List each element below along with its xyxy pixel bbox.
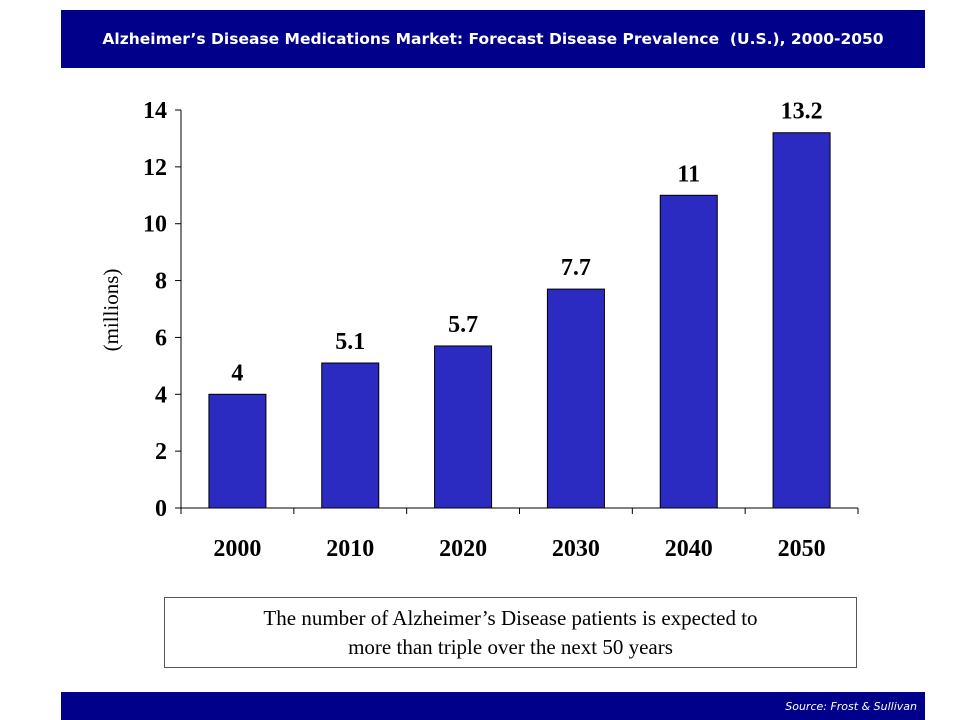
bar: [546, 288, 605, 509]
bar: [434, 345, 493, 509]
data-label: 5.1: [335, 329, 365, 355]
footer-banner: Source: Frost & Sullivan: [61, 692, 925, 720]
bar: [772, 132, 831, 509]
x-tick-label: 2020: [439, 536, 487, 562]
data-label: 11: [677, 161, 700, 187]
x-tick-label: 2030: [552, 536, 600, 562]
y-axis-label: (millions): [99, 269, 123, 352]
bar: [659, 194, 718, 509]
data-label: 5.7: [448, 312, 478, 338]
y-tick-label: 6: [155, 325, 167, 351]
chart-title: Alzheimer’s Disease Medications Market: …: [102, 30, 884, 48]
bar: [208, 393, 267, 509]
x-tick-label: 2040: [665, 536, 713, 562]
source-text: Source: Frost & Sullivan: [785, 699, 917, 713]
y-tick-label: 8: [155, 269, 167, 295]
title-banner: Alzheimer’s Disease Medications Market: …: [61, 10, 925, 68]
data-label: 13.2: [781, 99, 823, 125]
y-tick-label: 12: [143, 155, 167, 181]
note-line-1: The number of Alzheimer’s Disease patien…: [263, 605, 758, 630]
x-tick-label: 2000: [213, 536, 261, 562]
note-line-2: more than triple over the next 50 years: [348, 634, 673, 659]
data-label: 7.7: [561, 255, 591, 281]
note-box: The number of Alzheimer’s Disease patien…: [164, 597, 857, 668]
y-tick-label: 14: [143, 98, 167, 124]
data-label: 4: [231, 360, 243, 386]
y-tick-label: 0: [155, 496, 167, 522]
bar: [321, 362, 380, 509]
y-tick-label: 10: [143, 212, 167, 238]
x-tick-label: 2050: [778, 536, 826, 562]
y-tick-label: 2: [155, 439, 167, 465]
x-tick-label: 2010: [326, 536, 374, 562]
y-tick-label: 4: [155, 382, 167, 408]
